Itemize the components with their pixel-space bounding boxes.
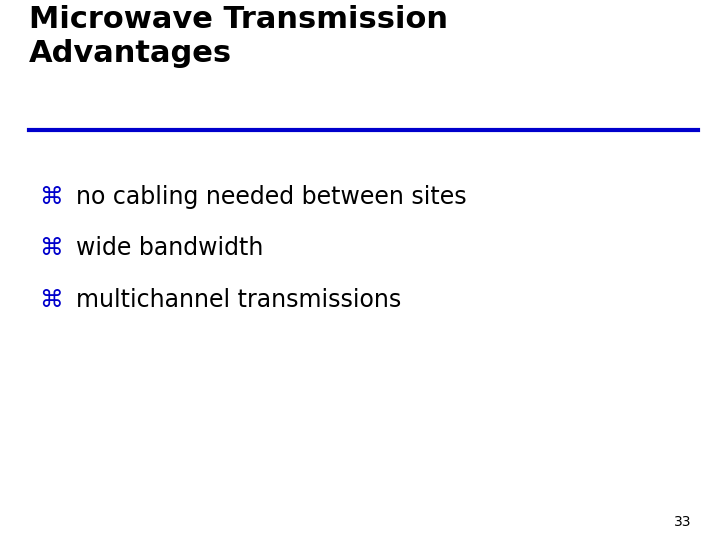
Text: ⌘: ⌘ bbox=[40, 237, 63, 260]
Text: no cabling needed between sites: no cabling needed between sites bbox=[76, 185, 467, 209]
Text: wide bandwidth: wide bandwidth bbox=[76, 237, 263, 260]
Text: Microwave Transmission
Advantages: Microwave Transmission Advantages bbox=[29, 5, 448, 68]
Text: multichannel transmissions: multichannel transmissions bbox=[76, 288, 401, 312]
Text: ⌘: ⌘ bbox=[40, 288, 63, 312]
Text: ⌘: ⌘ bbox=[40, 185, 63, 209]
Text: 33: 33 bbox=[674, 515, 691, 529]
